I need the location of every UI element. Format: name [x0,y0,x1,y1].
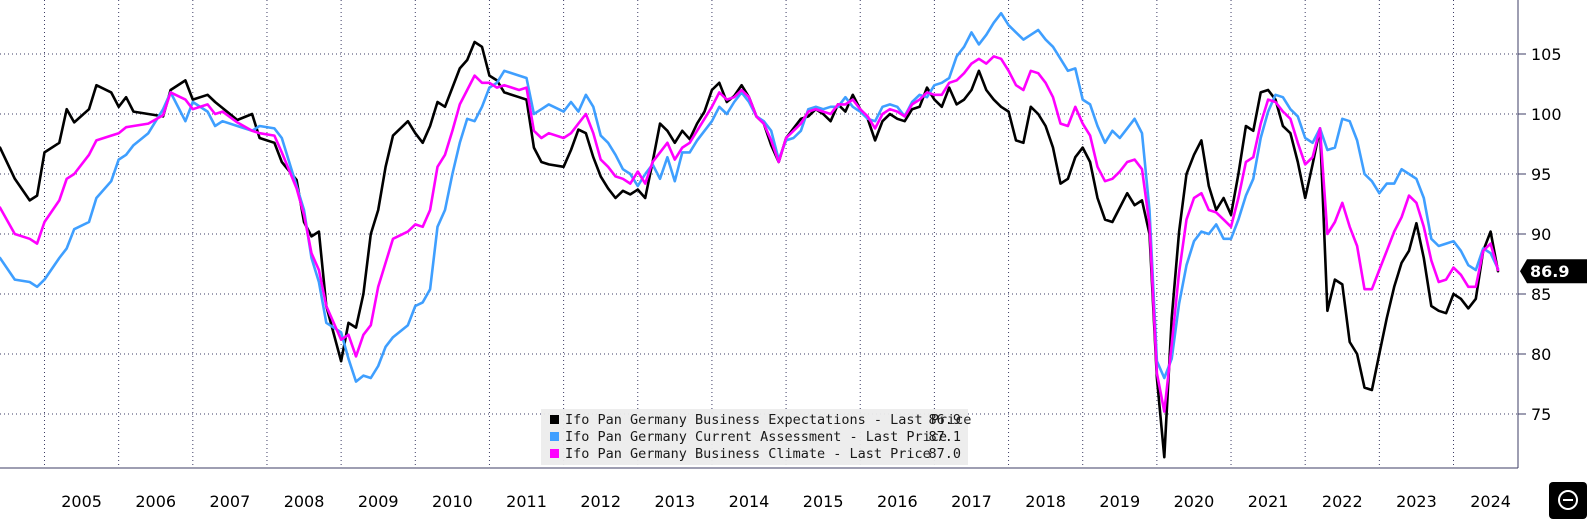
series-line-3 [0,55,1500,413]
legend-swatch [550,432,559,441]
legend-entry-value: 87.0 [928,446,961,462]
x-tick-label: 2005 [61,492,102,511]
legend-entry-value: 87.1 [928,429,961,445]
x-tick-label: 2011 [506,492,547,511]
x-tick-label: 2010 [432,492,473,511]
legend-box [541,409,968,465]
series-group [0,11,1500,459]
last-value-label: 86.9 [1530,262,1569,281]
corner-control[interactable] [1549,482,1587,519]
x-tick-label: 2016 [877,492,918,511]
x-tick-label: 2014 [729,492,770,511]
y-tick-label: 90 [1531,225,1551,244]
x-tick-label: 2008 [284,492,325,511]
x-tick-label: 2018 [1025,492,1066,511]
last-value-tag [1520,259,1587,284]
grid [0,0,1518,468]
options-icon [1558,490,1578,510]
x-tick-label: 2013 [654,492,695,511]
legend: Ifo Pan Germany Business Expectations - … [541,409,971,465]
x-tick-label: 2021 [1248,492,1289,511]
legend-entry-value: 86.9 [928,412,961,428]
x-tick-label: 2023 [1396,492,1437,511]
y-tick-label: 105 [1531,45,1562,64]
x-tick-label: 2020 [1174,492,1215,511]
y-axis: 75 80 85 90 95 100 105 [1517,0,1562,468]
legend-swatch [550,449,559,458]
legend-entry-label: Ifo Pan Germany Business Climate - Last … [565,446,931,462]
legend-entry-label: Ifo Pan Germany Business Expectations - … [565,412,971,428]
series-line-2 [0,11,1500,383]
x-tick-label: 2007 [210,492,251,511]
x-tick-label: 2012 [580,492,621,511]
y-tick-label: 80 [1531,345,1551,364]
x-tick-label: 2022 [1322,492,1363,511]
x-tick-label: 2006 [135,492,176,511]
y-tick-label: 95 [1531,165,1551,184]
legend-swatch [550,415,559,424]
x-axis: 2005 2006 2007 2008 2009 2010 2011 2012 2013 2014… [0,467,1518,511]
x-tick-label: 2017 [951,492,992,511]
y-tick-label: 75 [1531,405,1551,424]
last-value-marker: 86.9 [1520,259,1587,284]
x-tick-label: 2015 [803,492,844,511]
x-tick-label: 2024 [1470,492,1511,511]
x-tick-label: 2019 [1099,492,1140,511]
y-tick-label: 85 [1531,285,1551,304]
y-tick-label: 100 [1531,105,1562,124]
x-tick-label: 2009 [358,492,399,511]
legend-entry-label: Ifo Pan Germany Current Assessment - Las… [565,429,947,445]
